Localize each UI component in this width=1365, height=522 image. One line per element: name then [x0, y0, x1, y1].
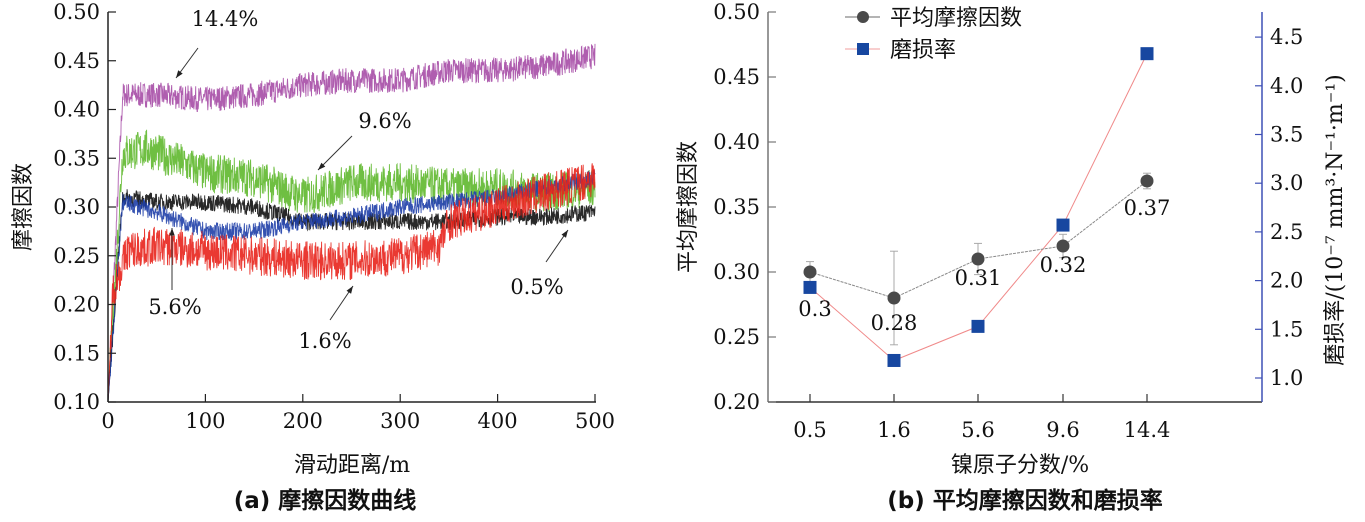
a-y-tick-label: 0.30 — [53, 195, 100, 219]
b-y-tick-label: 0.30 — [713, 260, 760, 284]
b-friction-value-label: 0.31 — [955, 266, 1002, 290]
a-y-tick-label: 0.50 — [53, 0, 100, 24]
a-caption: (a) 摩擦因数曲线 — [234, 487, 417, 514]
legend-square-icon — [857, 43, 869, 55]
a-series-group — [107, 43, 596, 403]
a-y-tick-label: 0.25 — [53, 244, 100, 268]
b-wear-point — [887, 353, 901, 367]
a-annotation-arrowhead — [561, 230, 568, 238]
b-y2-tick-label: 4.5 — [1270, 25, 1303, 49]
b-x-tick-label: 1.6 — [877, 418, 910, 442]
legend-circle-icon — [857, 11, 869, 23]
a-y-tick-label: 0.35 — [53, 146, 100, 170]
b-friction-value-label: 0.32 — [1040, 253, 1087, 277]
b-wear-point — [971, 319, 985, 333]
b-y-tick-label: 0.45 — [713, 65, 760, 89]
a-annotation-label: 14.4% — [192, 7, 259, 31]
a-annotation-arrowhead — [346, 286, 353, 294]
b-x-tick-label: 5.6 — [961, 418, 994, 442]
a-y-tick-label: 0.40 — [53, 98, 100, 122]
b-x-label: 镍原子分数/% — [951, 453, 1089, 478]
b-y-tick-label: 0.40 — [713, 130, 760, 154]
a-annotation-label: 1.6% — [298, 329, 351, 353]
a-y-tick-label: 0.10 — [53, 390, 100, 414]
a-x-tick-label: 300 — [380, 409, 420, 433]
b-friction-point — [1140, 174, 1154, 188]
b-y2-tick-label: 2.0 — [1270, 269, 1303, 293]
b-wear-point — [1140, 47, 1154, 61]
a-annotation-label: 0.5% — [510, 275, 563, 299]
b-y-tick-label: 0.50 — [713, 0, 760, 24]
b-friction-point — [1056, 239, 1070, 253]
b-x-tick-label: 0.5 — [793, 418, 826, 442]
a-series-line-0 — [107, 43, 596, 403]
b-y2-tick-label: 1.5 — [1270, 317, 1303, 341]
b-x-tick-label: 9.6 — [1046, 418, 1079, 442]
a-annotations: 14.4% 9.6% 5.6% 1.6% 0.5% — [148, 7, 569, 353]
b-y2-tick-label: 3.5 — [1270, 123, 1303, 147]
b-wear-point — [803, 280, 817, 294]
panel-b: 0.5 1.6 5.6 9.6 14.4 0.20 0.25 0.30 0.35 0.40 0.45… — [676, 0, 1348, 514]
b-plot: 0.3 0.28 0.31 0.32 0.37 — [798, 47, 1170, 367]
a-x-tick-label: 500 — [575, 409, 615, 433]
b-x-tick-label: 14.4 — [1124, 418, 1171, 442]
b-wear-line — [809, 53, 1148, 362]
a-annotation-label: 5.6% — [148, 295, 201, 319]
a-annotation-arrowhead — [318, 162, 326, 170]
a-annotation-arrowhead — [176, 70, 183, 78]
b-friction-value-label: 0.37 — [1124, 196, 1171, 220]
b-friction-point — [971, 252, 985, 266]
a-x-label: 滑动距离/m — [294, 453, 410, 478]
b-y2-label: 磨损率/(10⁻⁷ mm³·N⁻¹·m⁻¹) — [1323, 74, 1348, 366]
a-annotation-arrow — [317, 135, 353, 171]
a-y-tick-label: 0.45 — [53, 49, 100, 73]
b-y-tick-label: 0.20 — [713, 390, 760, 414]
b-wear-point — [1056, 218, 1070, 232]
b-y-tick-label: 0.35 — [713, 195, 760, 219]
b-friction-value-label: 0.3 — [798, 297, 831, 321]
legend-label-friction: 平均摩擦因数 — [890, 6, 1022, 31]
b-legend: 平均摩擦因数 磨损率 — [845, 6, 1022, 63]
a-series-line-4 — [107, 163, 596, 403]
legend-label-wear: 磨损率 — [890, 38, 956, 63]
b-friction-point — [887, 291, 901, 305]
b-friction-value-label: 0.28 — [871, 311, 918, 335]
b-ticks: 0.5 1.6 5.6 9.6 14.4 0.20 0.25 0.30 0.35 0.40 0.45… — [713, 0, 1303, 442]
a-ticks: 0 100 200 300 400 500 0.10 0.15 0.20 0.25 0.30 0.35… — [53, 0, 615, 433]
b-friction-point — [803, 265, 817, 279]
a-y-tick-label: 0.15 — [53, 341, 100, 365]
b-y2-tick-label: 1.0 — [1270, 366, 1303, 390]
b-caption: (b) 平均摩擦因数和磨损率 — [887, 487, 1163, 514]
a-x-tick-label: 400 — [478, 409, 518, 433]
a-annotation-label: 9.6% — [358, 109, 411, 133]
a-x-tick-label: 100 — [185, 409, 225, 433]
b-y2-tick-label: 4.0 — [1270, 74, 1303, 98]
b-y-label: 平均摩擦因数 — [676, 141, 701, 273]
panel-a: 0 100 200 300 400 500 0.10 0.15 0.20 0.25 0.30 0.35… — [11, 0, 615, 514]
a-y-label: 摩擦因数 — [11, 163, 36, 251]
a-annotation-arrowhead — [169, 228, 175, 236]
b-y2-tick-label: 3.0 — [1270, 171, 1303, 195]
b-y-tick-label: 0.25 — [713, 325, 760, 349]
a-x-tick-label: 200 — [283, 409, 323, 433]
a-y-tick-label: 0.20 — [53, 293, 100, 317]
a-x-tick-label: 0 — [101, 409, 114, 433]
b-y2-tick-label: 2.5 — [1270, 220, 1303, 244]
